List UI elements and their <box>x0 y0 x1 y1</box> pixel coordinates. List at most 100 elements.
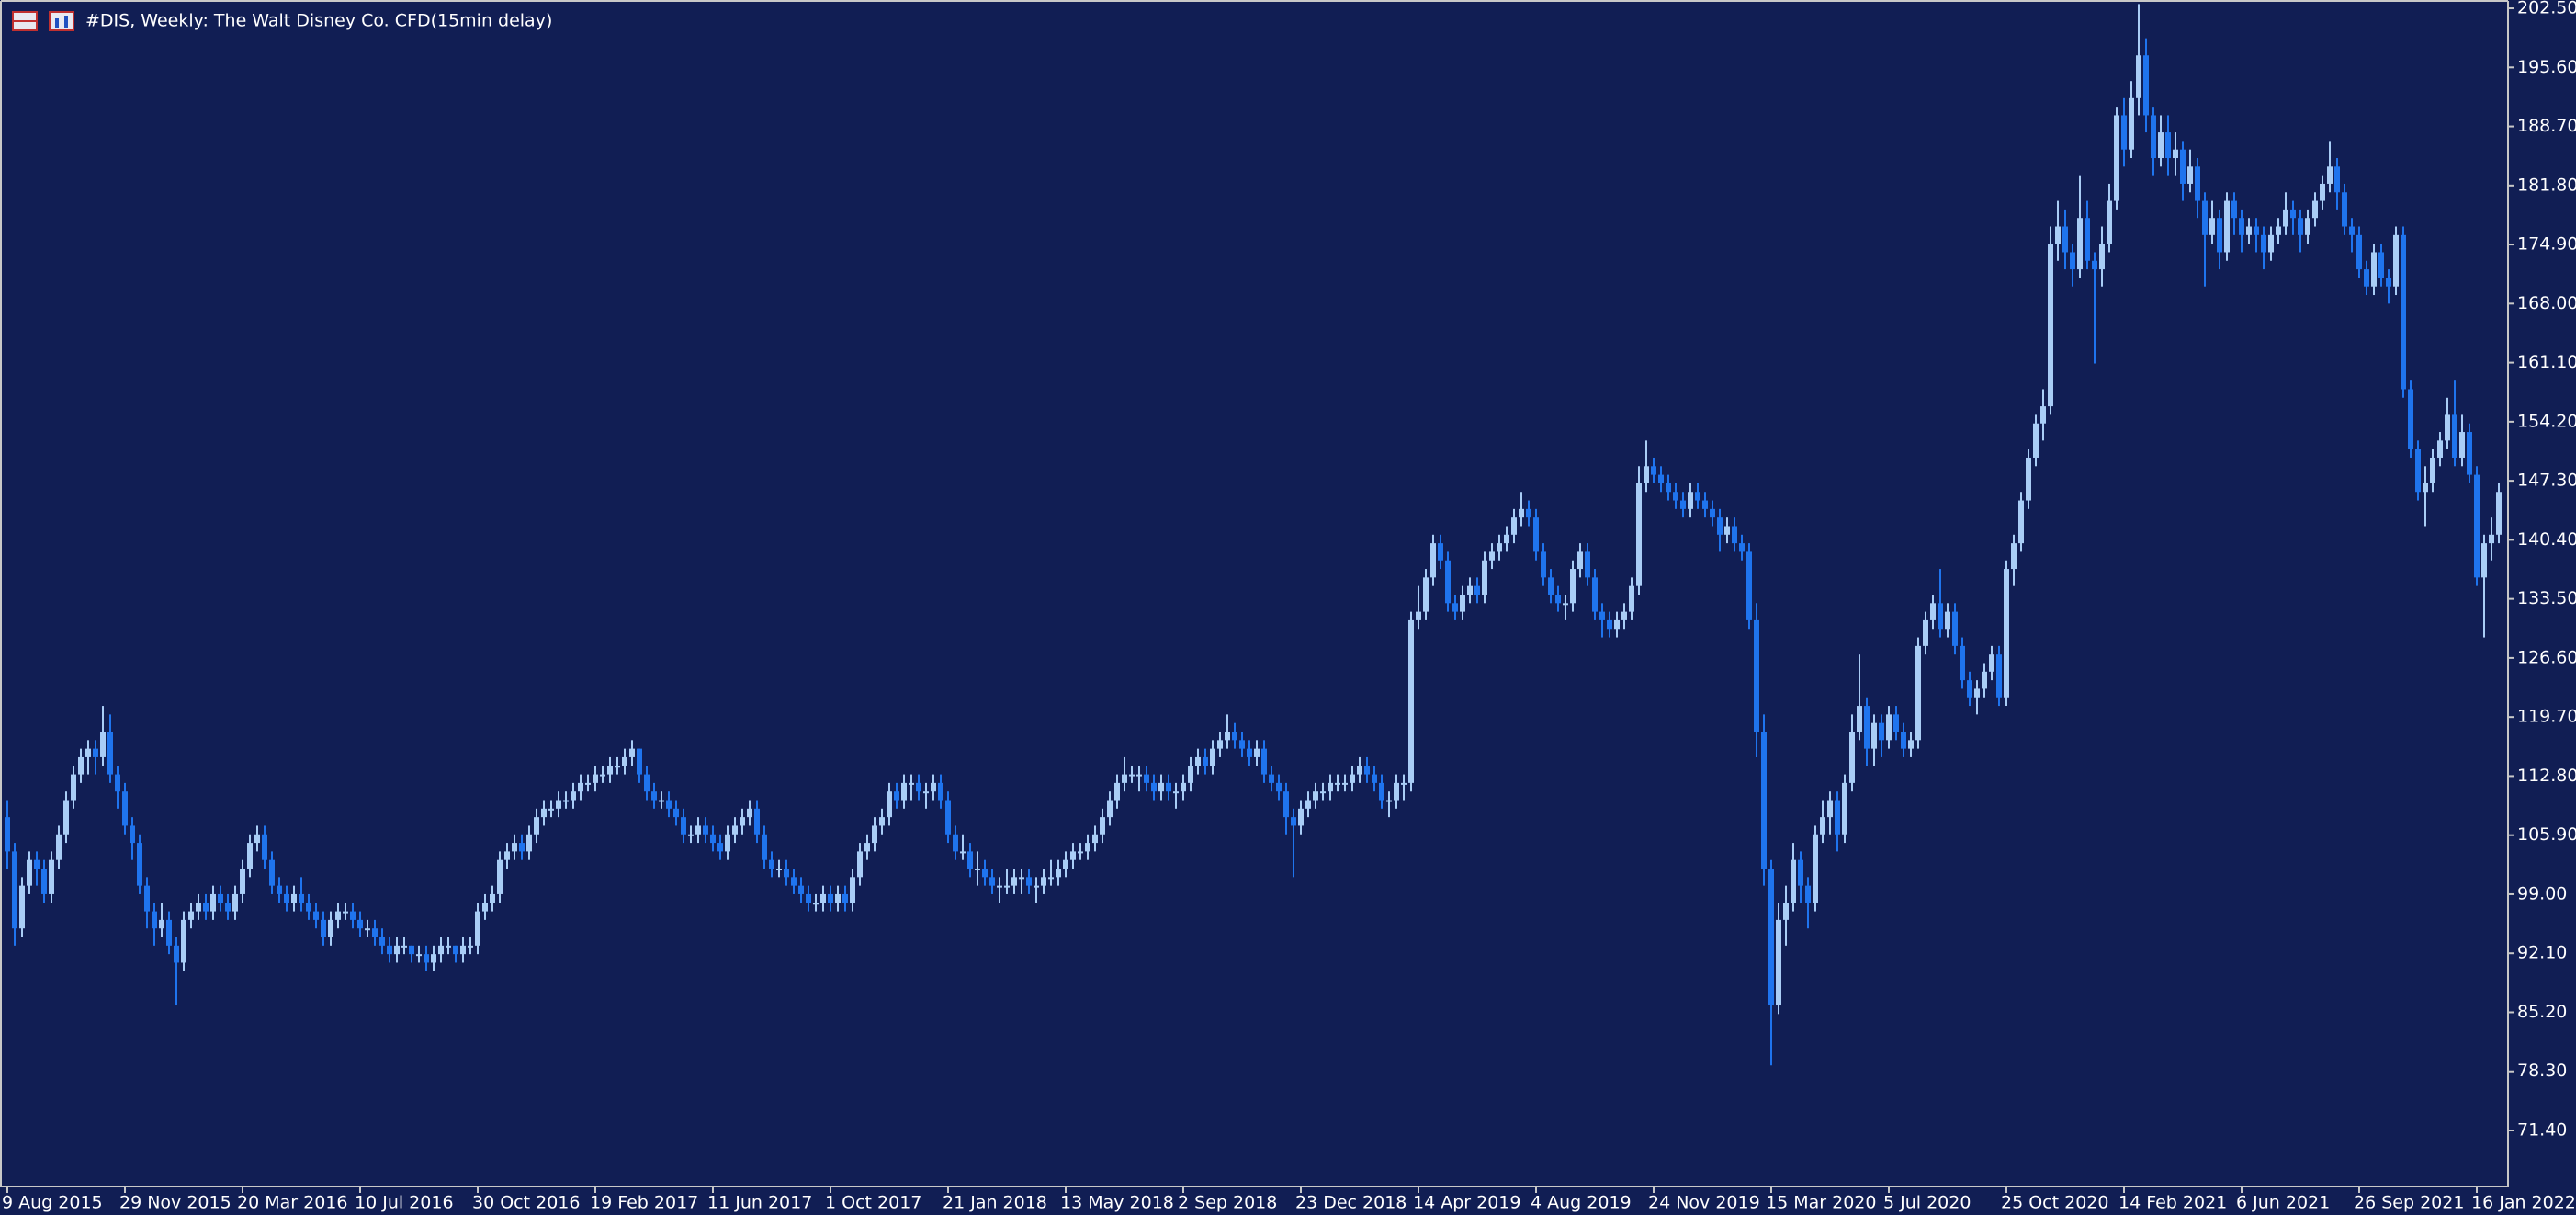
candle-body <box>1261 748 1267 775</box>
candle-body <box>901 782 907 801</box>
candle-body <box>232 893 238 912</box>
candle-body <box>63 800 69 835</box>
y-tick-label: 161.10 <box>2517 352 2576 372</box>
candle-body <box>1173 791 1179 794</box>
candle-body <box>1783 903 1789 920</box>
candle-body <box>1313 791 1318 801</box>
candle-body <box>1842 782 1847 835</box>
x-tick-label: 14 Feb 2021 <box>2118 1193 2227 1213</box>
x-tick-label: 25 Oct 2020 <box>2001 1193 2108 1213</box>
candle-body <box>2129 97 2134 150</box>
candle-body <box>71 774 76 801</box>
candle-body <box>673 808 679 818</box>
candle-body <box>2290 209 2296 219</box>
candle-body <box>1879 722 1884 741</box>
candle-body <box>1092 834 1098 844</box>
candle-body <box>960 851 966 854</box>
candle-body <box>284 893 289 903</box>
y-tick-label: 78.30 <box>2517 1061 2567 1081</box>
candle-body <box>916 782 921 792</box>
candle-body <box>967 851 973 869</box>
candle-body <box>813 903 819 905</box>
candle-body <box>2452 414 2457 458</box>
candle-body <box>1938 603 1943 630</box>
candle-body <box>762 834 767 860</box>
candle-body <box>1996 654 2002 698</box>
candle-body <box>1497 543 1502 552</box>
candle-body <box>681 817 686 835</box>
candle-body <box>1673 492 1678 501</box>
candle-body <box>416 954 422 957</box>
candle-body <box>1636 483 1642 586</box>
candle-body <box>313 911 319 920</box>
candle-body <box>2018 500 2024 544</box>
candle-body <box>1791 859 1796 903</box>
candle-body <box>1291 817 1296 826</box>
candle-body <box>1239 740 1245 749</box>
candle-body <box>1225 732 1230 741</box>
candle-body <box>2268 234 2274 253</box>
candle-body <box>2048 244 2053 407</box>
y-tick-label: 133.50 <box>2517 588 2576 608</box>
candle-body <box>218 893 223 903</box>
candle-body <box>820 893 826 903</box>
candle-body <box>1710 508 1715 518</box>
x-tick-label: 10 Jul 2016 <box>355 1193 454 1213</box>
candle-body <box>1702 500 1708 509</box>
candle-body <box>1430 543 1436 578</box>
candle-body <box>2489 534 2494 544</box>
y-tick-label: 112.80 <box>2517 766 2576 786</box>
candle-body <box>607 766 613 775</box>
candle-body <box>2224 200 2230 253</box>
candle-body <box>2239 218 2244 235</box>
candle-body <box>622 756 627 766</box>
candle-body <box>1232 732 1237 741</box>
candle-body <box>725 834 730 852</box>
y-tick-label: 181.80 <box>2517 175 2576 195</box>
candle-body <box>2209 218 2215 235</box>
x-tick-label: 20 Mar 2016 <box>237 1193 347 1213</box>
candle-body <box>1305 800 1311 809</box>
candle-body <box>2423 483 2428 493</box>
candle-body <box>1041 877 1046 886</box>
candle-body <box>850 877 855 903</box>
candle-body <box>1342 782 1348 785</box>
candle-body <box>1482 560 1487 595</box>
candle-body <box>1658 474 1664 483</box>
candle-body <box>56 834 62 860</box>
candle-body <box>1386 800 1392 802</box>
candle-body <box>1805 885 1811 903</box>
candle-body <box>1070 851 1076 860</box>
candle-body <box>593 774 598 783</box>
candle-body <box>306 903 311 912</box>
candle-body <box>548 808 554 811</box>
candle-body <box>2202 200 2208 235</box>
candle-body <box>1563 603 1568 606</box>
candle-body <box>2143 55 2149 116</box>
x-tick-label: 1 Oct 2017 <box>825 1193 921 1213</box>
candle-body <box>2393 234 2399 287</box>
candle-body <box>1621 611 1627 620</box>
candle-body <box>909 782 914 785</box>
candle-body <box>1570 569 1576 604</box>
candle-body <box>1666 483 1671 493</box>
candle-body <box>291 893 297 903</box>
candle-body <box>1864 706 1870 749</box>
candle-body <box>1335 782 1340 785</box>
candle-body <box>1519 508 1524 518</box>
candle-body <box>1254 748 1260 757</box>
candle-body <box>100 732 106 757</box>
candle-body <box>1717 517 1723 535</box>
candle-body <box>144 885 150 912</box>
candle-body <box>1989 654 1994 672</box>
candle-body <box>1394 782 1399 801</box>
candle-body <box>828 893 833 903</box>
candle-body <box>2261 234 2266 253</box>
candle-body <box>2062 226 2068 253</box>
candle-body <box>34 859 40 869</box>
candle-body <box>2474 474 2480 578</box>
candle-body <box>2283 209 2288 227</box>
candle-body <box>1144 774 1149 783</box>
candle-body <box>1166 782 1171 792</box>
candle-body <box>1217 740 1223 749</box>
